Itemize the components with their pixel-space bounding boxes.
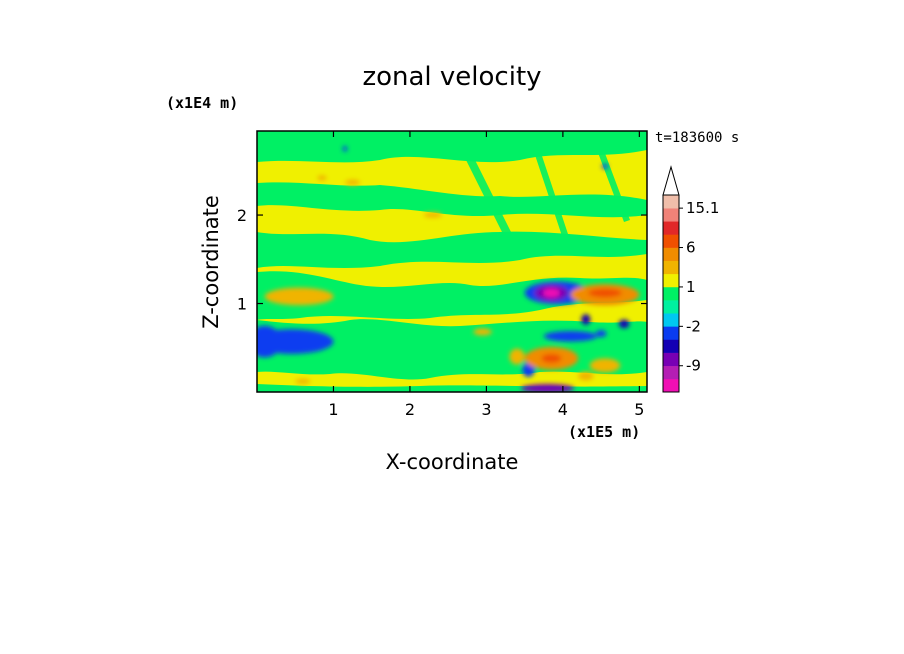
colorbar-label-2: 1 — [686, 278, 696, 296]
colorbar: 15.1 6 1 -2 -9 — [662, 165, 719, 393]
contour-blob-18 — [578, 371, 594, 381]
y-axis: 12 — [237, 206, 647, 314]
colorbar-swatch-10 — [663, 247, 679, 261]
contour-blob-2 — [543, 288, 560, 298]
plot-area — [257, 131, 647, 392]
green-streaks — [462, 140, 630, 252]
colorbar-swatch-8 — [663, 273, 679, 288]
contour-blob-14 — [541, 353, 562, 363]
contour-blob-5 — [543, 330, 598, 342]
contour-blob-22 — [295, 378, 311, 385]
colorbar-frame — [662, 194, 680, 393]
x-tick-label-1: 2 — [405, 400, 415, 419]
contour-blob-7 — [618, 319, 630, 329]
colorbar-label-1: 6 — [686, 239, 696, 257]
plot-frame — [256, 130, 648, 393]
colorbar-swatch-12 — [663, 221, 679, 235]
colorbar-swatch-4 — [663, 326, 679, 340]
green-band-2 — [257, 182, 647, 218]
colorbar-swatch-3 — [663, 339, 679, 353]
colorbar-swatch-1 — [663, 365, 679, 380]
colorbar-label-0: 15.1 — [686, 199, 719, 217]
contour-blob-6 — [581, 314, 591, 325]
y-tick-label-0: 1 — [237, 295, 247, 314]
colorbar-max-arrow — [662, 165, 680, 196]
contour-blob-24 — [342, 146, 348, 152]
colorbar-swatch-11 — [663, 234, 679, 248]
colorbar-swatch-2 — [663, 352, 679, 367]
colorbar-swatch-14 — [663, 195, 679, 209]
contour-blob-8 — [595, 330, 607, 338]
x-tick-label-2: 3 — [481, 400, 491, 419]
contour-blob-25 — [601, 163, 608, 170]
contour-blob-9 — [520, 384, 575, 392]
colorbar-swatch-6 — [663, 300, 679, 314]
y-tick-label-1: 2 — [237, 206, 247, 225]
contour-blob-17 — [589, 358, 621, 373]
contour-blob-19 — [317, 175, 327, 181]
green-band-top — [257, 131, 647, 163]
colorbar-swatch-9 — [663, 260, 679, 275]
y-unit-label: (x1E4 m) — [166, 94, 238, 112]
contour-blob-21 — [423, 212, 443, 218]
contour-blob-23 — [473, 328, 492, 336]
colorbar-swatch-5 — [663, 313, 679, 327]
colorbar-swatch-7 — [663, 286, 679, 301]
colorbar-label-3: -2 — [686, 317, 701, 335]
contour-blob-10 — [522, 362, 535, 377]
contour-blob-4 — [257, 325, 282, 358]
contour-blob-15 — [509, 348, 525, 365]
contour-blob-16 — [264, 287, 334, 306]
colorbar-swatch-0 — [663, 378, 679, 393]
x-tick-label-4: 5 — [634, 400, 644, 419]
x-axis: 1 2 3 4 5 — [328, 131, 644, 419]
contour-blob-20 — [344, 179, 361, 185]
x-axis-label: X-coordinate — [386, 450, 519, 474]
contour-blob-12 — [588, 288, 622, 298]
x-tick-label-0: 1 — [328, 400, 338, 419]
green-band-3 — [257, 231, 647, 268]
time-label: t=183600 s — [655, 130, 739, 146]
colorbar-label-4: -9 — [686, 357, 701, 375]
chart-title: zonal velocity — [362, 62, 541, 92]
colorbar-swatch-13 — [663, 208, 679, 222]
x-tick-label-3: 4 — [558, 400, 568, 419]
contour-blobs — [257, 146, 640, 392]
y-axis-label: Z-coordinate — [199, 195, 223, 329]
x-unit-label: (x1E5 m) — [568, 423, 640, 441]
